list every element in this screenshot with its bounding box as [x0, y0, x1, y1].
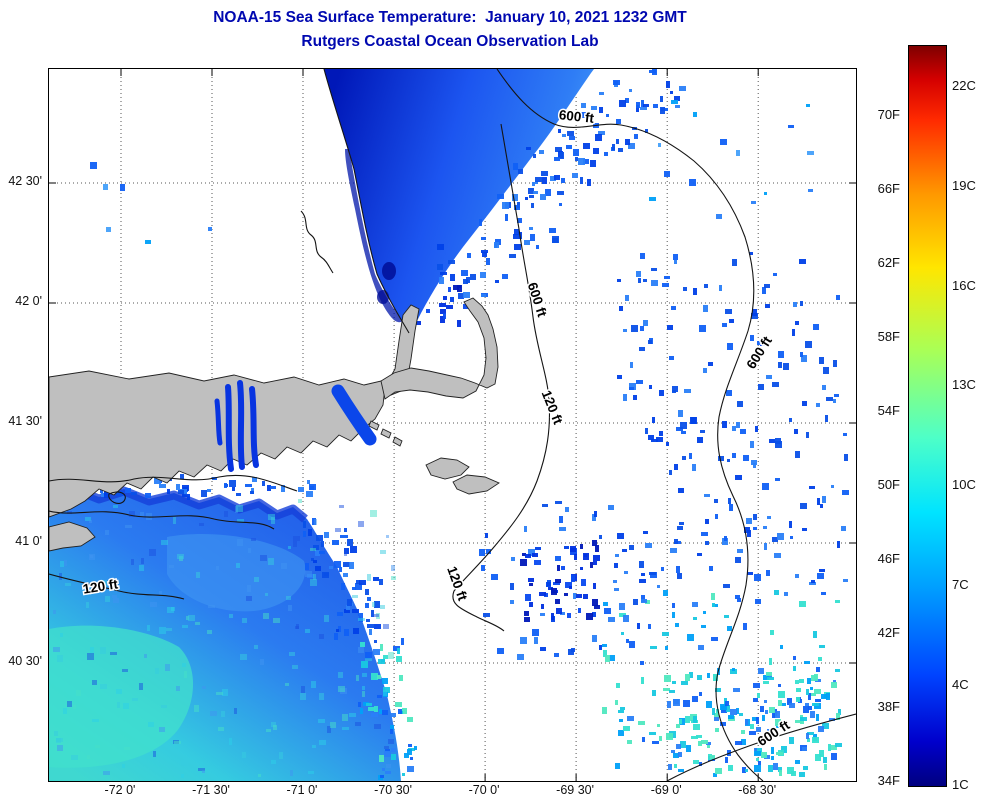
contour-600ft-east [496, 69, 764, 781]
colorbar-c-label: 19C [952, 178, 976, 193]
land-elizabeth-islands [368, 420, 403, 447]
land-long-island-tip [49, 521, 96, 552]
map-plot-area: 600 ft 600 ft 600 ft 600 ft 120 ft 120 ft 120 … [48, 68, 857, 782]
y-tick-label: 42 30' [8, 174, 42, 188]
x-tick-label: -71 30' [192, 783, 230, 797]
colorbar-f-label: 46F [877, 551, 900, 566]
colorbar-c-label: 13C [952, 377, 976, 392]
x-tick-label: -69 0' [650, 783, 682, 797]
contour-600-120ft-central [452, 123, 551, 632]
colorbar-fahrenheit-labels: 70F 66F 62F 58F 54F 50F 46F 42F 38F 34F [862, 45, 904, 788]
colorbar-f-label: 50F [877, 477, 900, 492]
y-tick-label: 40 30' [8, 654, 42, 668]
figure-title: NOAA-15 Sea Surface Temperature: January… [213, 9, 687, 26]
contour-label: 600 ft [755, 717, 793, 749]
colorbar-f-label: 42F [877, 625, 900, 640]
contour-120ft-shelf-b [49, 510, 275, 530]
contour-120ft-shelf-c [49, 573, 185, 600]
bay-water-streaks [214, 380, 377, 472]
providence-river-streak [214, 398, 223, 446]
land-masses [49, 297, 500, 552]
land-cape-cod [380, 297, 499, 400]
y-tick-label: 42 0' [15, 294, 42, 308]
y-tick-label: 41 0' [15, 534, 42, 548]
sst-patch-mass-bay-dark-streak [345, 149, 403, 323]
x-tick-label: -70 30' [374, 783, 413, 797]
coastline-contour [323, 69, 410, 334]
contour-label: 120 ft [444, 564, 470, 603]
colorbar-f-label: 54F [877, 403, 900, 418]
harbor-coastline-squiggle [300, 210, 334, 274]
colorbar [908, 45, 947, 787]
contour-600ft-southeast [666, 713, 856, 781]
colorbar-f-label: 70F [877, 107, 900, 122]
depth-contours [49, 69, 856, 781]
x-tick-label: -69 30' [556, 783, 595, 797]
x-tick-label: -72 0' [104, 783, 136, 797]
colorbar-f-label: 58F [877, 329, 900, 344]
colorbar-c-label: 4C [952, 677, 969, 692]
figure-subtitle: Rutgers Coastal Ocean Observation Lab [301, 33, 599, 51]
sst-patch-shelf-dark-edge [49, 484, 308, 523]
narragansett-bay-streak [237, 380, 245, 470]
land-nantucket [452, 474, 500, 495]
contour-loop-small [108, 491, 126, 504]
colorbar-c-label: 22C [952, 78, 976, 93]
contour-label: 600 ft [743, 333, 775, 371]
colorbar-c-label: 7C [952, 577, 969, 592]
contour-label: 600 ft [525, 281, 550, 320]
colorbar-c-label: 1C [952, 777, 969, 792]
colorbar-c-label: 16C [952, 278, 976, 293]
sst-speckles [52, 69, 849, 780]
sst-dark-blob [377, 290, 389, 304]
colorbar-celsius-labels: 22C 19C 16C 13C 10C 7C 4C 1C [950, 45, 992, 792]
contour-label: 120 ft [539, 388, 566, 427]
figure-header: NOAA-15 Sea Surface Temperature: January… [0, 6, 900, 54]
contour-label: 600 ft [558, 107, 595, 126]
contour-120ft-shelf-a [49, 474, 298, 492]
x-tick-label: -68 30' [738, 783, 777, 797]
y-tick-label: 41 30' [8, 414, 42, 428]
colorbar-f-label: 62F [877, 255, 900, 270]
sst-patch-shelf-light-blob [167, 534, 306, 612]
colorbar-f-label: 34F [877, 773, 900, 788]
land-southern-new-england [49, 370, 386, 518]
x-tick-label: -70 0' [468, 783, 500, 797]
narragansett-bay-streak [225, 384, 234, 472]
colorbar-f-label: 66F [877, 181, 900, 196]
y-axis: 42 30' 42 0' 41 30' 41 0' 40 30' [0, 68, 44, 780]
contour-label: 120 ft [82, 576, 120, 596]
sst-patch-shelf-cyan-blob [49, 625, 194, 768]
x-axis: -72 0' -71 30' -71 0' -70 30' -70 0' -69 30' -… [48, 783, 855, 801]
sst-map: 600 ft 600 ft 600 ft 600 ft 120 ft 120 ft 120 … [49, 69, 856, 781]
land-marthas-vineyard [425, 457, 470, 480]
sst-dark-blob [382, 262, 396, 280]
buzzards-bay-streak [331, 384, 377, 446]
narragansett-bay-streak [249, 386, 259, 468]
x-tick-label: -71 0' [286, 783, 318, 797]
colorbar-c-label: 10C [952, 477, 976, 492]
colorbar-f-label: 38F [877, 699, 900, 714]
